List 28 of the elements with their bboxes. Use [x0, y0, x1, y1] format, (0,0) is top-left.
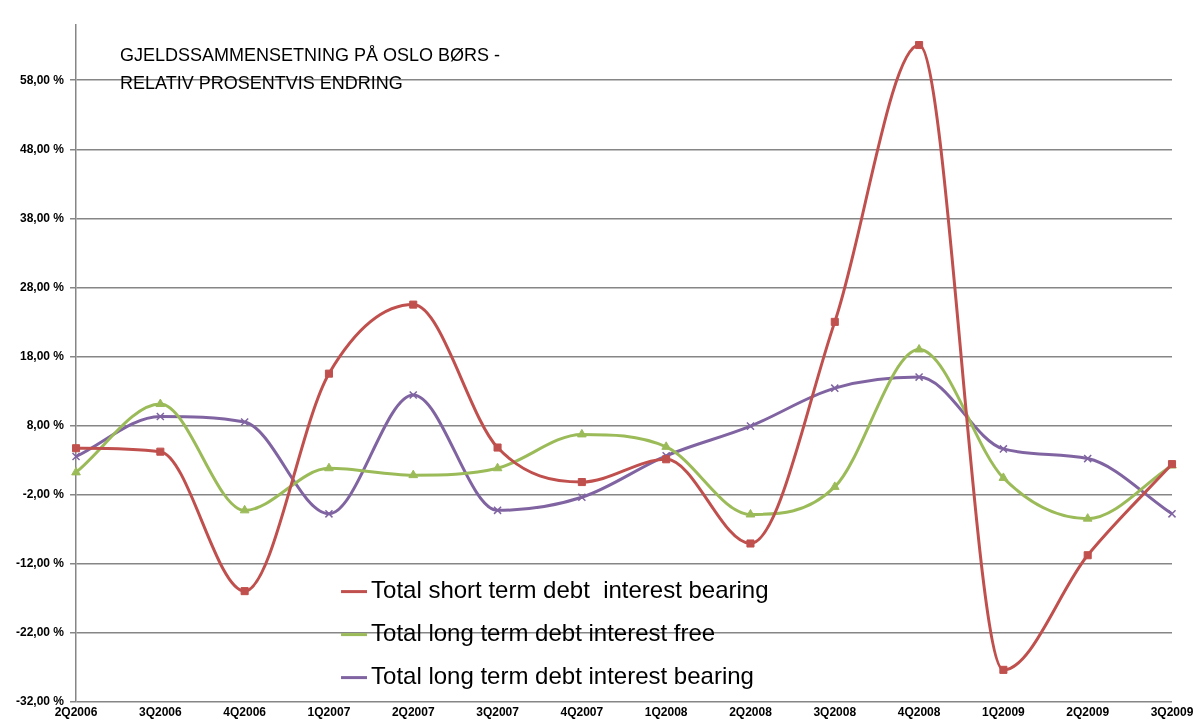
y-tick-label: -2,00 %: [22, 486, 65, 501]
x-tick-label: 1Q2007: [307, 705, 351, 720]
x-tick-label: 4Q2007: [560, 705, 604, 720]
y-tick-label: 18,00 %: [19, 348, 65, 363]
y-tick-label: 38,00 %: [19, 210, 65, 225]
y-tick-label: -32,00 %: [16, 693, 65, 708]
x-tick-label: 2Q2008: [729, 705, 773, 720]
legend-label: Total long term debt interest bearing: [371, 662, 754, 690]
x-tick-label: 4Q2008: [897, 705, 941, 720]
y-tick-label: 58,00 %: [19, 72, 65, 87]
x-tick-label: 1Q2008: [644, 705, 688, 720]
legend-label: Total long term debt interest free: [371, 619, 716, 647]
x-tick-label: 3Q2009: [1150, 705, 1194, 720]
y-tick-label: 8,00 %: [26, 417, 65, 432]
y-tick-label: 48,00 %: [19, 141, 65, 156]
x-tick-label: 2Q2006: [54, 705, 98, 720]
x-tick-label: 2Q2009: [1066, 705, 1110, 720]
y-tick-label: -22,00 %: [16, 624, 65, 639]
y-tick-label: -12,00 %: [16, 555, 65, 570]
x-tick-label: 4Q2006: [223, 705, 267, 720]
x-tick-label: 2Q2007: [391, 705, 435, 720]
text: GJELDSSAMMENSETNING PÅ OSLO BØRS - RELATIV PROSENTVIS ENDRING: [120, 44, 501, 93]
x-tick-label: 3Q2007: [476, 705, 520, 720]
y-tick-label: 28,00 %: [19, 279, 65, 294]
x-tick-label: 3Q2006: [138, 705, 183, 720]
legend-label: Total short term debt interest bearing: [371, 576, 769, 604]
x-tick-label: 1Q2009: [982, 705, 1026, 720]
x-tick-label: 3Q2008: [813, 705, 857, 720]
